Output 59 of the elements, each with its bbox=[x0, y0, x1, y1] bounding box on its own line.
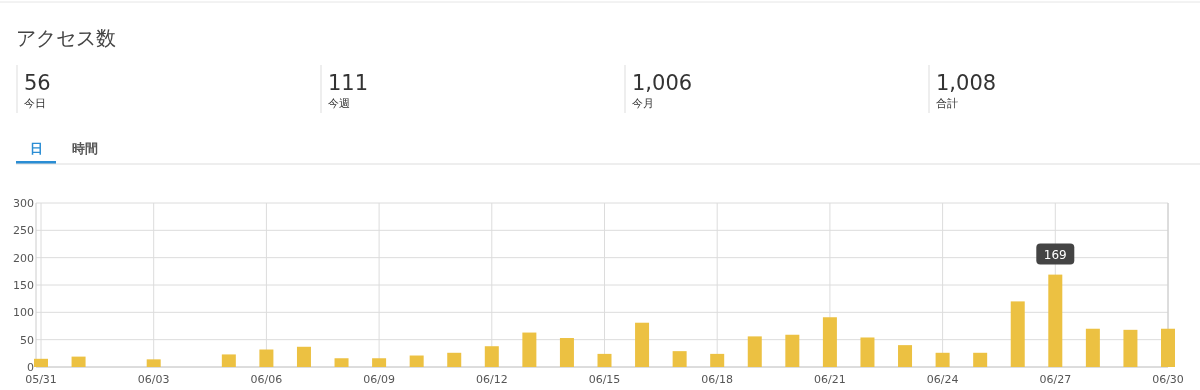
x-tick-label: 06/24 bbox=[926, 373, 959, 386]
bar bbox=[146, 359, 161, 367]
bar bbox=[672, 351, 687, 367]
bar bbox=[372, 358, 387, 367]
text: 111 bbox=[328, 71, 369, 95]
x-tick-label: 06/15 bbox=[588, 373, 621, 386]
y-tick-label: 150 bbox=[13, 279, 34, 292]
bar bbox=[559, 338, 574, 367]
data-label: 169 bbox=[1043, 247, 1067, 262]
bar bbox=[1010, 301, 1025, 367]
bar bbox=[785, 334, 800, 367]
x-tick-label: 06/18 bbox=[701, 373, 734, 386]
bar bbox=[860, 337, 875, 367]
x-tick-label: 06/30 bbox=[1152, 373, 1184, 386]
x-tick-label: 06/09 bbox=[363, 373, 395, 386]
x-tick-label: 06/12 bbox=[475, 373, 508, 386]
text: 56 bbox=[24, 71, 51, 95]
bar bbox=[334, 358, 349, 367]
text: 日 bbox=[29, 141, 43, 156]
bar bbox=[822, 317, 837, 367]
bar bbox=[296, 346, 311, 367]
y-tick-label: 0 bbox=[27, 361, 34, 374]
y-tick-label: 200 bbox=[13, 251, 34, 265]
y-tick-label: 250 bbox=[13, 224, 34, 238]
x-tick-label: 06/03 bbox=[137, 373, 170, 386]
x-tick-label: 06/27 bbox=[1039, 373, 1072, 386]
y-tick-label: 100 bbox=[13, 306, 34, 320]
bar bbox=[409, 355, 424, 367]
text: 時間 bbox=[72, 141, 98, 156]
text: 1,006 bbox=[632, 71, 693, 95]
bar bbox=[747, 336, 762, 367]
text: 今週 bbox=[328, 97, 350, 110]
y-tick-label: 50 bbox=[20, 333, 34, 347]
bar bbox=[1085, 328, 1100, 367]
bar bbox=[522, 332, 537, 367]
bar bbox=[898, 345, 913, 367]
y-tick-label: 300 bbox=[13, 197, 34, 210]
bar bbox=[1161, 328, 1175, 367]
bar bbox=[1048, 274, 1063, 367]
bar bbox=[973, 352, 988, 367]
bar bbox=[71, 356, 86, 367]
bar bbox=[635, 322, 650, 367]
bar bbox=[935, 352, 950, 367]
bar bbox=[597, 353, 612, 367]
x-tick-label: 06/06 bbox=[250, 373, 283, 386]
text: 今日 bbox=[24, 97, 46, 110]
x-tick-label: 06/21 bbox=[814, 373, 846, 386]
bar bbox=[710, 353, 725, 367]
text: 今月 bbox=[632, 97, 654, 110]
bar bbox=[34, 358, 48, 367]
x-tick-label: 05/31 bbox=[25, 373, 57, 386]
bar bbox=[259, 349, 274, 367]
text: アクセス数 bbox=[16, 26, 116, 50]
bar bbox=[447, 352, 462, 367]
bar bbox=[1123, 329, 1138, 367]
bar bbox=[484, 346, 499, 367]
text: 合計 bbox=[936, 97, 958, 110]
bar bbox=[221, 354, 236, 367]
text: 1,008 bbox=[936, 71, 997, 95]
